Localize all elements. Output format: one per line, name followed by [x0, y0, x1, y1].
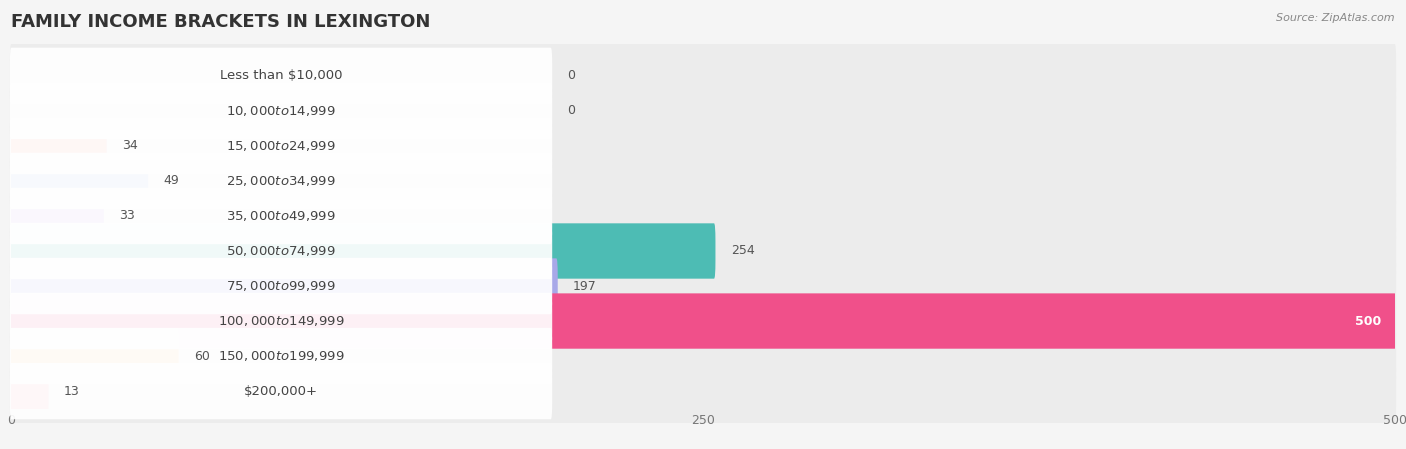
Text: 34: 34: [122, 140, 138, 152]
Text: 0: 0: [568, 105, 575, 117]
FancyBboxPatch shape: [10, 258, 558, 314]
FancyBboxPatch shape: [10, 83, 553, 139]
FancyBboxPatch shape: [10, 324, 1396, 388]
Text: FAMILY INCOME BRACKETS IN LEXINGTON: FAMILY INCOME BRACKETS IN LEXINGTON: [11, 13, 430, 31]
FancyBboxPatch shape: [10, 293, 553, 349]
Text: $50,000 to $74,999: $50,000 to $74,999: [226, 244, 336, 258]
FancyBboxPatch shape: [10, 293, 1396, 349]
FancyBboxPatch shape: [10, 118, 107, 174]
Text: $35,000 to $49,999: $35,000 to $49,999: [226, 209, 336, 223]
Text: Less than $10,000: Less than $10,000: [219, 70, 342, 82]
Text: 33: 33: [120, 210, 135, 222]
Text: 0: 0: [568, 70, 575, 82]
FancyBboxPatch shape: [10, 153, 148, 209]
Text: 60: 60: [194, 350, 209, 362]
Text: Source: ZipAtlas.com: Source: ZipAtlas.com: [1277, 13, 1395, 23]
FancyBboxPatch shape: [10, 184, 1396, 248]
FancyBboxPatch shape: [10, 363, 553, 419]
FancyBboxPatch shape: [10, 289, 1396, 353]
FancyBboxPatch shape: [10, 254, 1396, 318]
FancyBboxPatch shape: [10, 223, 716, 279]
FancyBboxPatch shape: [10, 114, 1396, 178]
Text: $15,000 to $24,999: $15,000 to $24,999: [226, 139, 336, 153]
Text: $25,000 to $34,999: $25,000 to $34,999: [226, 174, 336, 188]
FancyBboxPatch shape: [10, 328, 553, 384]
Text: 49: 49: [163, 175, 179, 187]
Text: $100,000 to $149,999: $100,000 to $149,999: [218, 314, 344, 328]
Text: 500: 500: [1354, 315, 1381, 327]
Text: $150,000 to $199,999: $150,000 to $199,999: [218, 349, 344, 363]
FancyBboxPatch shape: [10, 363, 49, 419]
FancyBboxPatch shape: [10, 188, 553, 244]
Text: $75,000 to $99,999: $75,000 to $99,999: [226, 279, 336, 293]
FancyBboxPatch shape: [10, 79, 1396, 143]
FancyBboxPatch shape: [10, 149, 1396, 213]
Text: $200,000+: $200,000+: [245, 385, 318, 397]
FancyBboxPatch shape: [10, 359, 1396, 423]
FancyBboxPatch shape: [10, 223, 553, 279]
Text: 197: 197: [574, 280, 596, 292]
FancyBboxPatch shape: [10, 44, 1396, 108]
Text: 254: 254: [731, 245, 755, 257]
FancyBboxPatch shape: [10, 328, 179, 384]
FancyBboxPatch shape: [10, 258, 553, 314]
Text: $10,000 to $14,999: $10,000 to $14,999: [226, 104, 336, 118]
FancyBboxPatch shape: [10, 48, 553, 104]
FancyBboxPatch shape: [10, 118, 553, 174]
Text: 13: 13: [63, 385, 80, 397]
FancyBboxPatch shape: [10, 219, 1396, 283]
FancyBboxPatch shape: [10, 153, 553, 209]
FancyBboxPatch shape: [10, 188, 104, 244]
